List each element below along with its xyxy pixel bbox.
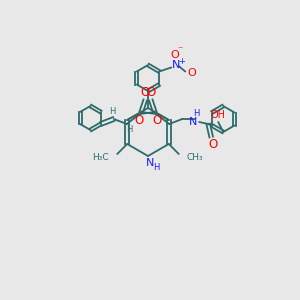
Text: O: O [134,115,143,128]
Text: O: O [141,86,150,100]
Text: CH₃: CH₃ [187,154,203,163]
Text: H: H [110,107,116,116]
Text: H: H [193,110,200,118]
Text: O: O [208,137,218,151]
Text: N: N [189,117,197,127]
Text: O: O [170,50,178,59]
Text: N: N [146,158,154,168]
Text: ⁻: ⁻ [178,46,183,56]
Text: H: H [153,164,159,172]
Text: N: N [172,61,180,70]
Text: H: H [127,124,133,134]
Text: O: O [146,86,155,100]
Text: OH: OH [211,110,226,120]
Text: +: + [178,57,185,66]
Text: O: O [187,68,196,79]
Text: H₃C: H₃C [93,154,109,163]
Text: O: O [153,115,162,128]
